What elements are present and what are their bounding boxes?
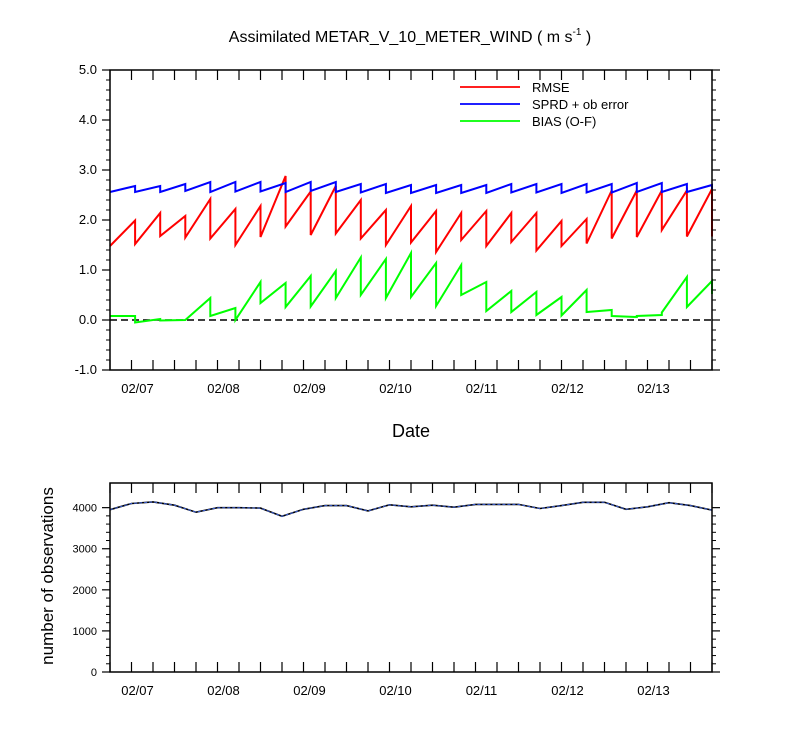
legend-label: RMSE <box>532 80 570 95</box>
x-tick-label: 02/08 <box>207 381 240 396</box>
series-line-rmse <box>109 175 713 256</box>
y-tick-label: 4000 <box>73 503 97 515</box>
x-tick-label: 02/09 <box>293 683 326 698</box>
plot-frame <box>109 482 713 673</box>
y-tick-label: 2000 <box>73 585 97 597</box>
observations-chart: 0 1000 2000 3000 4000 02/07 02/08 02/09 02/10 02/… <box>38 482 720 698</box>
y-tick-label: 3000 <box>73 544 97 556</box>
plot-lines <box>109 175 713 324</box>
series-line-bias-o-f <box>110 249 713 324</box>
series-line-overlay <box>109 501 713 517</box>
y-tick-label: 1.0 <box>79 262 97 277</box>
x-tick-label: 02/11 <box>466 683 498 698</box>
series-line <box>109 501 713 518</box>
axis-ticks: 0 1000 2000 3000 4000 02/07 02/08 02/09 02/10 02/… <box>73 483 720 698</box>
legend: RMSE SPRD + ob error BIAS (O-F) <box>460 80 629 129</box>
plot-frame <box>109 69 713 371</box>
chart-title-end: ) <box>581 29 591 46</box>
y-tick-label: 2.0 <box>79 212 97 227</box>
x-tick-label: 02/13 <box>637 683 670 698</box>
legend-label: SPRD + ob error <box>532 97 629 112</box>
chart-title-exponent: -1 <box>573 27 582 38</box>
y-tick-label: 0.0 <box>79 312 97 327</box>
y-tick-label: 3.0 <box>79 162 97 177</box>
y-tick-label: 5.0 <box>79 62 97 77</box>
x-tick-label: 02/11 <box>466 381 498 396</box>
x-tick-label: 02/12 <box>551 381 584 396</box>
x-axis-label: Date <box>392 421 430 441</box>
x-tick-label: 02/12 <box>551 683 584 698</box>
x-tick-label: 02/07 <box>121 683 154 698</box>
chart-title-main: Assimilated METAR_V_10_METER_WIND ( m s <box>229 29 573 46</box>
x-tick-label: 02/07 <box>121 381 154 396</box>
x-tick-label: 02/08 <box>207 683 240 698</box>
x-tick-label: 02/10 <box>379 381 412 396</box>
legend-label: BIAS (O-F) <box>532 114 596 129</box>
y-tick-label: 4.0 <box>79 112 97 127</box>
series-line-sprd-ob-error <box>109 180 713 195</box>
x-tick-label: 02/09 <box>293 381 326 396</box>
x-tick-label: 02/13 <box>637 381 670 396</box>
chart-title: Assimilated METAR_V_10_METER_WIND ( m s-… <box>229 27 591 46</box>
axis-ticks: -1.0 0.0 1.0 2.0 3.0 4.0 5.0 02/07 02/08 02/09 02/… <box>75 62 720 396</box>
y-tick-label: 1000 <box>73 626 97 638</box>
top-chart: Assimilated METAR_V_10_METER_WIND ( m s-… <box>75 27 720 441</box>
y-tick-label: -1.0 <box>75 362 97 377</box>
y-axis-label: number of observations <box>38 487 57 665</box>
y-tick-label: 0 <box>91 667 97 679</box>
x-tick-label: 02/10 <box>379 683 412 698</box>
plot-lines <box>109 501 713 518</box>
